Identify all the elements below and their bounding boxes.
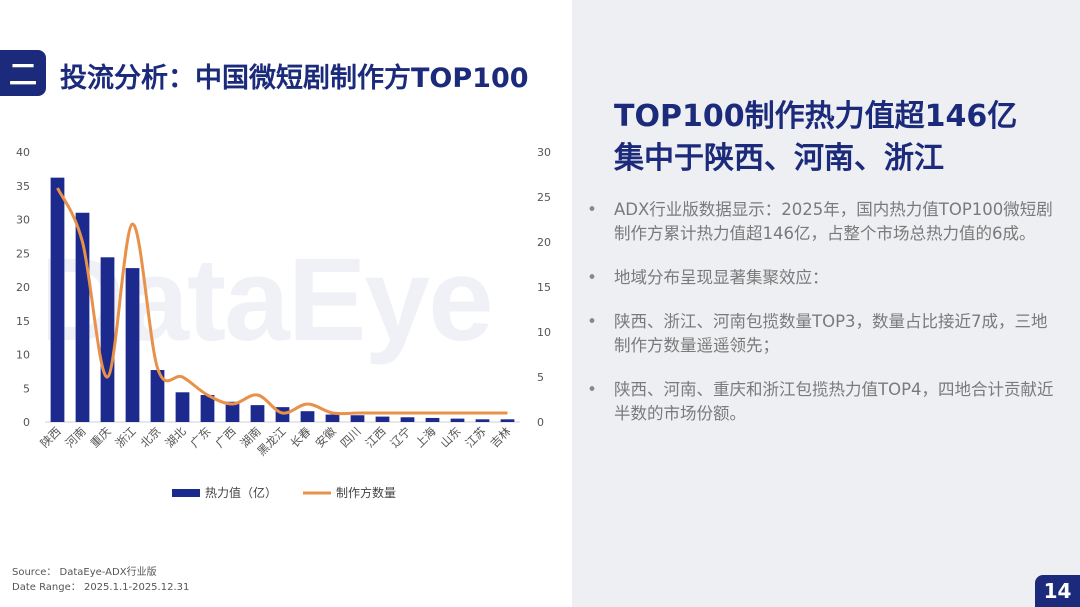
- bullet-text: 地域分布呈现显著集聚效应：: [614, 268, 829, 287]
- bar-江苏: [475, 419, 490, 422]
- bullet-dot: •: [587, 268, 597, 287]
- y-left-tick-label: 20: [16, 281, 30, 294]
- section-badge: 二: [0, 50, 46, 96]
- x-tick-label: 山东: [437, 424, 463, 450]
- bullet-item: • ADX行业版数据显示：2025年，国内热力值TOP100微短剧制作方累计热力值…: [582, 198, 1062, 246]
- bar-吉林: [500, 419, 515, 422]
- headline: TOP100制作热力值超146亿 集中于陕西、河南、浙江: [614, 96, 1064, 180]
- x-tick-label: 长春: [287, 424, 314, 451]
- bullet-item: • 地域分布呈现显著集聚效应：: [582, 266, 1062, 290]
- x-tick-label: 四川: [337, 424, 363, 450]
- y-right-tick-label: 5: [537, 371, 544, 384]
- y-left-tick-label: 40: [16, 146, 30, 159]
- bullet-dot: •: [587, 380, 597, 399]
- x-tick-label: 辽宁: [387, 424, 413, 450]
- x-tick-label: 河南: [62, 424, 88, 450]
- y-left-tick-label: 30: [16, 214, 30, 227]
- headline-line-2: 集中于陕西、河南、浙江: [614, 141, 944, 176]
- x-tick-label: 北京: [137, 424, 163, 450]
- headline-line-1: TOP100制作热力值超146亿: [614, 99, 1018, 134]
- legend-bar-label: 热力值（亿）: [205, 485, 277, 500]
- bar-广西: [225, 401, 240, 422]
- x-tick-label: 江苏: [462, 424, 488, 450]
- page-number: 14: [1035, 575, 1080, 607]
- y-right-tick-label: 20: [537, 236, 551, 249]
- bar-辽宁: [400, 417, 415, 422]
- source-line: Source： DataEye-ADX行业版: [12, 567, 157, 578]
- legend-bar-swatch: [172, 489, 200, 497]
- bullet-text: 陕西、河南、重庆和浙江包揽热力值TOP4，四地合计贡献近半数的市场份额。: [614, 380, 1054, 423]
- source-note: Source： DataEye-ADX行业版 Date Range： 2025.…: [12, 565, 189, 595]
- x-tick-label: 上海: [412, 424, 439, 451]
- bar-陕西: [50, 177, 65, 422]
- y-left-tick-label: 5: [23, 382, 30, 395]
- date-range-line: Date Range： 2025.1.1-2025.12.31: [12, 582, 190, 593]
- x-tick-label: 湖北: [162, 424, 189, 451]
- bar-安徽: [325, 414, 340, 422]
- bar-广东: [200, 395, 215, 422]
- page-title: 投流分析：中国微短剧制作方TOP100: [60, 63, 529, 94]
- combo-chart: 0 5 10 15 20 25 30 35 40 0 5 10 15 20 25 30 陕西河南重庆浙江北京湖北…: [16, 146, 551, 500]
- bar-山东: [450, 418, 465, 422]
- bar-江西: [375, 416, 390, 422]
- y-left-tick-label: 10: [16, 349, 30, 362]
- bullet-text: 陕西、浙江、河南包揽数量TOP3，数量占比接近7成，三地制作方数量遥遥领先；: [614, 312, 1048, 355]
- legend-line-label: 制作方数量: [336, 485, 396, 500]
- bar-重庆: [100, 257, 115, 422]
- bar-湖北: [175, 392, 190, 422]
- right-panel: [572, 0, 1080, 607]
- x-tick-label: 广东: [187, 424, 213, 450]
- bar-湖南: [250, 405, 265, 422]
- y-right-tick-label: 25: [537, 191, 551, 204]
- y-left-tick-label: 25: [16, 247, 30, 260]
- y-right-tick-label: 0: [537, 416, 544, 429]
- bullet-text: ADX行业版数据显示：2025年，国内热力值TOP100微短剧制作方累计热力值超…: [614, 200, 1053, 243]
- bar-浙江: [125, 268, 140, 422]
- x-tick-label: 广西: [212, 424, 238, 450]
- y-right-tick-label: 10: [537, 326, 551, 339]
- x-tick-label: 安徽: [312, 424, 339, 451]
- x-tick-label: 浙江: [112, 424, 139, 451]
- x-tick-label: 黑龙江: [254, 424, 289, 459]
- bar-四川: [350, 415, 365, 422]
- y-left-tick-label: 35: [16, 180, 30, 193]
- bullet-item: • 陕西、浙江、河南包揽数量TOP3，数量占比接近7成，三地制作方数量遥遥领先；: [582, 310, 1062, 358]
- y-right-tick-label: 15: [537, 281, 551, 294]
- y-left-tick-label: 0: [23, 416, 30, 429]
- x-tick-label: 陕西: [37, 424, 63, 450]
- x-tick-label: 江西: [362, 424, 388, 450]
- bullet-dot: •: [587, 200, 597, 219]
- bullet-dot: •: [587, 312, 597, 331]
- x-tick-label: 重庆: [87, 424, 114, 451]
- bar-长春: [300, 411, 315, 422]
- bullet-list: • ADX行业版数据显示：2025年，国内热力值TOP100微短剧制作方累计热力值…: [582, 198, 1062, 446]
- bar-北京: [150, 370, 165, 422]
- y-left-tick-label: 15: [16, 315, 30, 328]
- x-tick-label: 吉林: [487, 424, 514, 451]
- bullet-item: • 陕西、河南、重庆和浙江包揽热力值TOP4，四地合计贡献近半数的市场份额。: [582, 378, 1062, 426]
- line-series-制作方数量: [56, 187, 508, 416]
- bar-上海: [425, 417, 440, 422]
- y-right-tick-label: 30: [537, 146, 551, 159]
